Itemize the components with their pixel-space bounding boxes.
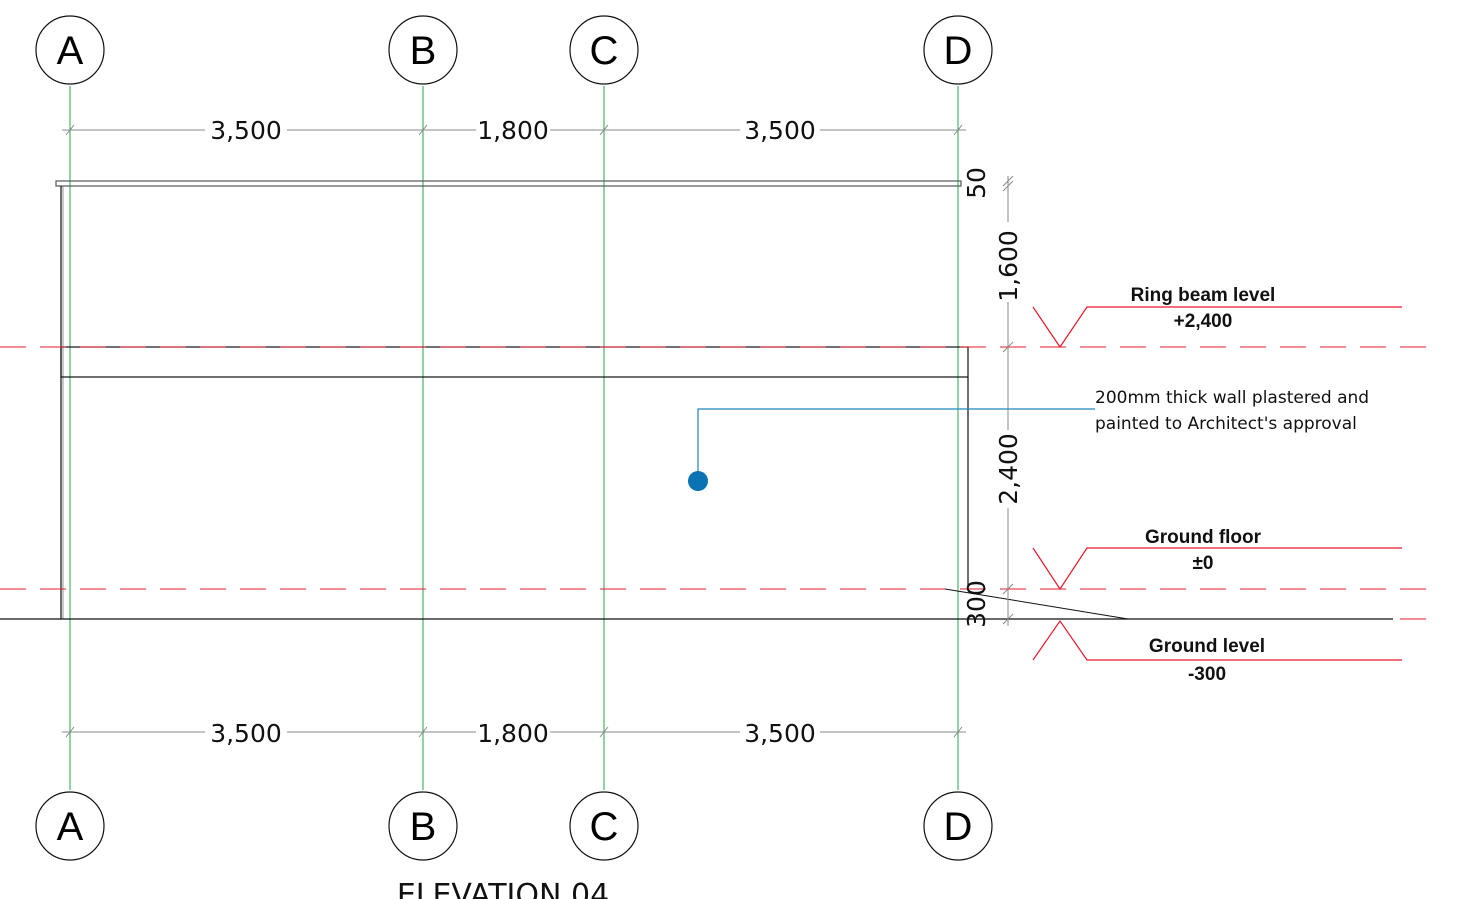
grid-bubbles-top: A B C D — [35, 15, 993, 85]
level-marker-ground-floor: Ground floor ±0 — [1032, 527, 1402, 591]
grid-label-d-top: D — [944, 29, 973, 73]
level-marker-ground-level: Ground level -300 — [1032, 619, 1402, 685]
grid-bubble-b-bottom: B — [388, 791, 458, 861]
level-name-ring-beam: Ring beam level — [1131, 285, 1276, 306]
level-value-ring-beam: +2,400 — [1174, 311, 1233, 332]
top-dim-b-c: 1,800 — [477, 116, 549, 145]
bottom-dim-c-d: 3,500 — [744, 719, 816, 748]
wall-note: 200mm thick wall plastered and painted t… — [688, 388, 1369, 491]
grid-bubble-c-bottom: C — [569, 791, 639, 861]
note-leader-line — [697, 408, 1095, 481]
grid-label-d-bottom: D — [944, 805, 973, 849]
note-marker-dot — [688, 471, 708, 491]
level-symbol-ground-floor — [1032, 547, 1402, 591]
grid-bubbles-bottom: A B C D — [35, 791, 993, 861]
grid-label-b-top: B — [410, 29, 437, 73]
top-dim-a-b: 3,500 — [210, 116, 282, 145]
level-name-ground-level: Ground level — [1149, 636, 1265, 657]
ground-slope-line — [944, 588, 1129, 620]
grid-bubble-d-bottom: D — [923, 791, 993, 861]
level-symbol-ring-beam — [1032, 306, 1402, 349]
grid-bubble-a-top: A — [35, 15, 105, 85]
grid-lines — [69, 86, 959, 790]
bottom-dim-b-c: 1,800 — [477, 719, 549, 748]
grid-bubble-c-top: C — [569, 15, 639, 85]
level-symbol-ground-level — [1032, 619, 1402, 661]
grid-label-c-top: C — [590, 29, 619, 73]
level-marker-ring-beam: Ring beam level +2,400 — [1032, 285, 1402, 349]
note-line-2: painted to Architect's approval — [1095, 414, 1357, 434]
vertical-dim-plinth: 300 — [962, 580, 991, 628]
grid-bubble-d-top: D — [923, 15, 993, 85]
wall-elevation — [55, 180, 969, 619]
vertical-dim-upper-wall: 1,600 — [994, 230, 1023, 302]
vertical-dim-parapet: 50 — [962, 167, 991, 199]
grid-label-a-top: A — [57, 29, 84, 73]
ring-beam — [60, 346, 969, 378]
level-name-ground-floor: Ground floor — [1145, 527, 1262, 548]
grid-label-c-bottom: C — [590, 805, 619, 849]
bottom-dim-a-b: 3,500 — [210, 719, 282, 748]
grid-label-b-bottom: B — [410, 805, 437, 849]
level-value-ground-floor: ±0 — [1193, 553, 1214, 574]
top-dim-c-d: 3,500 — [744, 116, 816, 145]
vertical-dim-main-wall: 2,400 — [994, 433, 1023, 505]
grid-bubble-b-top: B — [388, 15, 458, 85]
grid-label-a-bottom: A — [57, 805, 84, 849]
note-line-1: 200mm thick wall plastered and — [1095, 388, 1369, 408]
vertical-dimension-string: 50 1,600 2,400 300 — [962, 167, 1023, 628]
bottom-dimension-string: 3,500 1,800 3,500 — [62, 719, 966, 748]
drawing-title: ELEVATION 04 — [397, 878, 609, 899]
grid-bubble-a-bottom: A — [35, 791, 105, 861]
level-value-ground-level: -300 — [1188, 664, 1226, 685]
top-dimension-string: 3,500 1,800 3,500 — [62, 116, 966, 145]
parapet-coping — [55, 180, 962, 187]
